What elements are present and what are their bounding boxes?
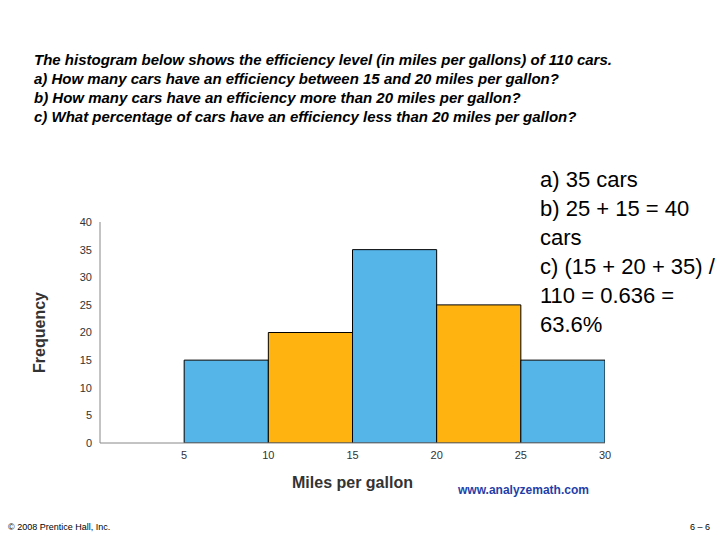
svg-text:30: 30	[80, 271, 92, 283]
html-text:b) How many cars have an effic: b) How many cars have an efficiency more…	[34, 89, 521, 106]
svg-text:20: 20	[431, 449, 443, 461]
svg-text:Frequency: Frequency	[31, 292, 48, 373]
svg-text:5: 5	[86, 409, 92, 421]
svg-text:20: 20	[80, 326, 92, 338]
svg-text:10: 10	[262, 449, 274, 461]
svg-text:40: 40	[80, 216, 92, 228]
html-text:www.analyzemath.com: www.analyzemath.com	[458, 483, 589, 497]
svg-text:25: 25	[515, 449, 527, 461]
html-text:b) 25 + 15 = 40 cars: b) 25 + 15 = 40 cars	[540, 196, 690, 250]
svg-text:15: 15	[80, 354, 92, 366]
svg-text:Miles per gallon: Miles per gallon	[292, 474, 413, 491]
html-text:c) (15 + 20 + 35) / 110 = 0.63: c) (15 + 20 + 35) / 110 = 0.636 = 63.6%	[540, 254, 715, 337]
html-text:c) What percentage of cars hav: c) What percentage of cars have an effic…	[34, 108, 577, 125]
html-text:© 2008 Prentice Hall, Inc.: © 2008 Prentice Hall, Inc.	[8, 522, 111, 532]
html-text:The histogram below shows the: The histogram below shows the efficiency…	[34, 51, 612, 68]
svg-text:35: 35	[80, 244, 92, 256]
html-text:6 – 6: 6 – 6	[690, 522, 710, 532]
html-text:a) 35 cars: a) 35 cars	[540, 167, 638, 192]
svg-text:5: 5	[181, 449, 187, 461]
svg-text:10: 10	[80, 382, 92, 394]
svg-text:15: 15	[346, 449, 358, 461]
svg-text:0: 0	[86, 437, 92, 449]
html-text:a) How many cars have an effic: a) How many cars have an efficiency betw…	[34, 70, 559, 87]
svg-text:25: 25	[80, 299, 92, 311]
svg-text:30: 30	[599, 449, 611, 461]
